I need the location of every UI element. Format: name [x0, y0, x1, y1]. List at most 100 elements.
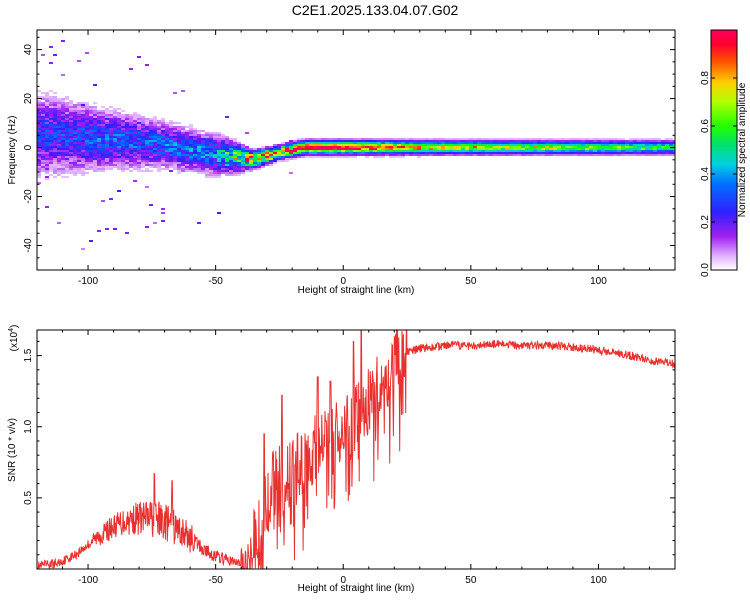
heat-cell — [401, 154, 405, 156]
heat-cell — [373, 146, 377, 148]
heat-cell — [41, 92, 45, 94]
heat-cell — [633, 138, 637, 140]
heat-cell — [49, 62, 53, 64]
heat-cell — [477, 138, 481, 140]
heat-cell — [37, 128, 41, 130]
chart-title: C2E1.2025.133.04.07.G02 — [291, 2, 459, 18]
heat-cell — [417, 142, 421, 144]
heat-cell — [545, 148, 549, 150]
heat-cell — [157, 132, 161, 134]
heat-cell — [45, 170, 49, 172]
heat-cell — [473, 148, 477, 150]
heat-cell — [233, 174, 237, 176]
heat-cell — [405, 142, 409, 144]
heat-cell — [533, 144, 537, 146]
heat-cell — [229, 138, 233, 140]
heat-cell — [89, 122, 93, 124]
heat-cell — [285, 158, 289, 160]
heat-cell — [609, 148, 613, 150]
heat-cell — [621, 150, 625, 152]
heat-cell — [501, 142, 505, 144]
heat-cell — [89, 112, 93, 114]
heat-cell — [161, 132, 165, 134]
heat-cell — [113, 108, 117, 110]
heat-cell — [121, 114, 125, 116]
heat-cell — [505, 148, 509, 150]
heat-cell — [97, 162, 101, 164]
heat-cell — [197, 168, 201, 170]
heat-cell — [285, 154, 289, 156]
heat-cell — [641, 148, 645, 150]
heat-cell — [217, 154, 221, 156]
heat-cell — [217, 132, 221, 134]
heat-cell — [97, 164, 101, 166]
heat-cell — [653, 152, 657, 154]
heat-cell — [53, 108, 57, 110]
heat-cell — [185, 132, 189, 134]
heat-cell — [437, 148, 441, 150]
heat-cell — [37, 130, 41, 132]
heat-cell — [593, 150, 597, 152]
heat-cell — [165, 168, 169, 170]
heat-cell — [117, 120, 121, 122]
heat-cell — [61, 102, 65, 104]
heat-cell — [673, 140, 675, 142]
heat-cell — [201, 164, 205, 166]
heat-cell — [169, 146, 173, 148]
heat-cell — [605, 146, 609, 148]
heat-cell — [233, 138, 237, 140]
heat-cell — [529, 138, 533, 140]
heat-cell — [549, 144, 553, 146]
heat-cell — [293, 152, 297, 154]
heat-cell — [93, 138, 97, 140]
heat-cell — [493, 140, 497, 142]
heat-cell — [137, 164, 141, 166]
heat-cell — [233, 162, 237, 164]
heat-cell — [117, 166, 121, 168]
heat-cell — [273, 162, 277, 164]
heat-cell — [297, 156, 301, 158]
heat-cell — [465, 150, 469, 152]
heat-cell — [173, 132, 177, 134]
heat-cell — [65, 176, 69, 178]
heat-cell — [121, 122, 125, 124]
heat-cell — [105, 138, 109, 140]
heat-cell — [637, 144, 641, 146]
heat-cell — [97, 126, 101, 128]
heat-cell — [157, 162, 161, 164]
heat-cell — [73, 170, 77, 172]
heat-cell — [77, 132, 81, 134]
heat-cell — [233, 158, 237, 160]
heat-cell — [161, 144, 165, 146]
heat-cell — [65, 108, 69, 110]
heat-cell — [37, 172, 41, 174]
heat-cell — [485, 144, 489, 146]
heat-cell — [209, 166, 213, 168]
heat-cell — [525, 150, 529, 152]
heat-cell — [385, 154, 389, 156]
heat-cell — [81, 172, 85, 174]
heat-cell — [669, 152, 673, 154]
heat-cell — [457, 154, 461, 156]
heat-cell — [217, 160, 221, 162]
heat-cell — [225, 162, 229, 164]
heat-cell — [185, 154, 189, 156]
heat-cell — [129, 150, 133, 152]
heat-cell — [277, 156, 281, 158]
heat-cell — [57, 120, 61, 122]
heat-cell — [593, 152, 597, 154]
heat-cell — [397, 152, 401, 154]
heat-cell — [613, 148, 617, 150]
heat-cell — [261, 164, 265, 166]
heat-cell — [133, 164, 137, 166]
heat-cell — [69, 142, 73, 144]
heat-cell — [445, 148, 449, 150]
heat-cell — [649, 154, 653, 156]
heat-cell — [105, 124, 109, 126]
heat-cell — [37, 126, 41, 128]
heat-cell — [325, 154, 329, 156]
heat-cell — [209, 172, 213, 174]
heat-cell — [197, 130, 201, 132]
heat-cell — [65, 152, 69, 154]
